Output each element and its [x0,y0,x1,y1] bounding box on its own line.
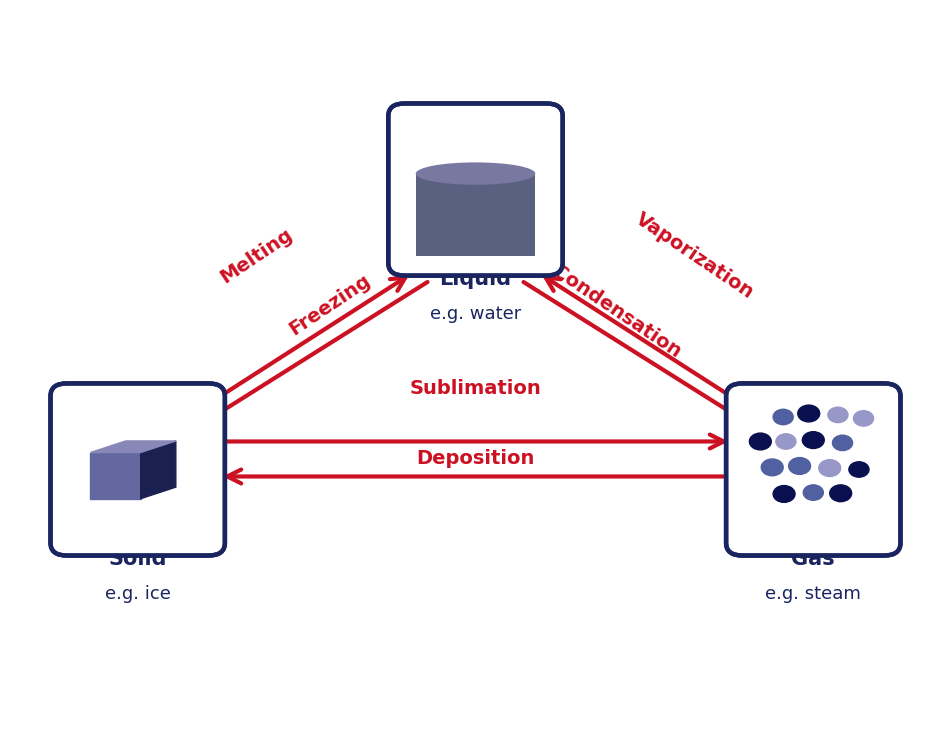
Text: Sublimation: Sublimation [410,380,541,399]
Text: Liquid: Liquid [439,268,512,289]
Circle shape [773,486,795,502]
FancyBboxPatch shape [416,174,535,256]
Circle shape [819,460,841,477]
Circle shape [773,409,793,425]
Text: Gas: Gas [791,548,835,569]
FancyBboxPatch shape [388,104,563,276]
Text: Deposition: Deposition [417,450,534,469]
Polygon shape [90,453,141,499]
Circle shape [832,435,852,451]
Circle shape [749,433,771,450]
Polygon shape [141,441,176,499]
Polygon shape [90,441,176,453]
Text: e.g. water: e.g. water [430,305,521,323]
Circle shape [853,410,874,426]
Circle shape [803,432,825,448]
Circle shape [849,461,869,477]
Circle shape [828,408,848,423]
Text: Condensation: Condensation [549,262,685,362]
Circle shape [804,485,824,500]
Text: e.g. steam: e.g. steam [766,585,862,603]
Text: e.g. ice: e.g. ice [105,585,170,603]
Text: Vaporization: Vaporization [631,209,757,303]
Text: Solid: Solid [108,548,167,569]
Text: Freezing: Freezing [285,271,374,339]
FancyBboxPatch shape [727,383,901,555]
Circle shape [776,434,796,449]
FancyBboxPatch shape [50,383,224,555]
Text: Melting: Melting [217,225,296,287]
Circle shape [788,458,810,475]
Circle shape [761,459,784,476]
Ellipse shape [416,163,535,184]
Circle shape [798,405,820,422]
Circle shape [829,485,852,502]
